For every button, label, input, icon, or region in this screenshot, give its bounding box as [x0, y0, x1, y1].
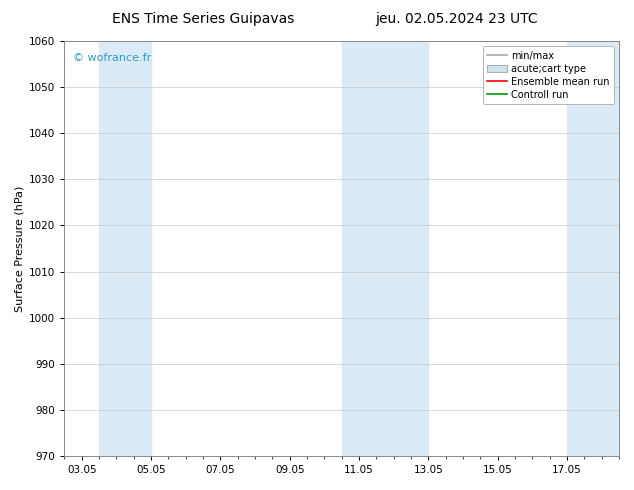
- Bar: [342, 41, 429, 456]
- Bar: [99, 41, 151, 456]
- Text: © wofrance.fr: © wofrance.fr: [73, 53, 151, 64]
- Legend: min/max, acute;cart type, Ensemble mean run, Controll run: min/max, acute;cart type, Ensemble mean …: [482, 46, 614, 104]
- Y-axis label: Surface Pressure (hPa): Surface Pressure (hPa): [15, 185, 25, 312]
- Text: ENS Time Series Guipavas: ENS Time Series Guipavas: [112, 12, 294, 26]
- Text: jeu. 02.05.2024 23 UTC: jeu. 02.05.2024 23 UTC: [375, 12, 538, 26]
- Bar: [567, 41, 619, 456]
